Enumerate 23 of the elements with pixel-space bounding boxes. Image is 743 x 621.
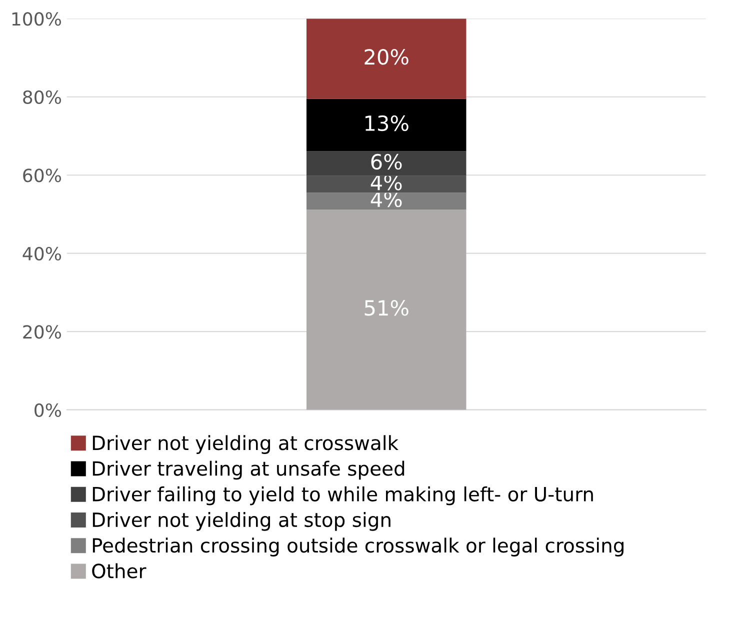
bar	[306, 18, 466, 99]
y-tick-label: 20%	[23, 325, 62, 339]
legend-label: Pedestrian crossing outside crosswalk or legal crossing	[92, 538, 624, 556]
legend-label: Driver traveling at unsafe speed	[92, 460, 404, 480]
bar	[306, 210, 466, 410]
data-label: 13%	[365, 115, 408, 132]
legend-label: Driver not yielding at stop sign	[92, 512, 390, 531]
bar	[306, 151, 466, 176]
data-label: 20%	[364, 49, 408, 65]
bar	[306, 176, 466, 193]
legend-label: Driver not yielding at crosswalk	[92, 435, 398, 454]
legend-label: Other	[92, 563, 146, 578]
y-tick-label: 0%	[34, 403, 62, 417]
y-tick-label: 40%	[22, 246, 62, 260]
y-tick-label: 80%	[23, 90, 62, 104]
bar	[306, 98, 466, 152]
legend-label: Driver failing to yield to while making left- or U-turn	[92, 486, 593, 506]
data-label: 51%	[364, 300, 408, 316]
data-label: 4%	[370, 174, 402, 190]
data-label: 6%	[371, 154, 402, 170]
bar	[306, 192, 466, 210]
y-tick-label: 60%	[23, 168, 62, 182]
y-tick-label: 100%	[12, 12, 62, 26]
